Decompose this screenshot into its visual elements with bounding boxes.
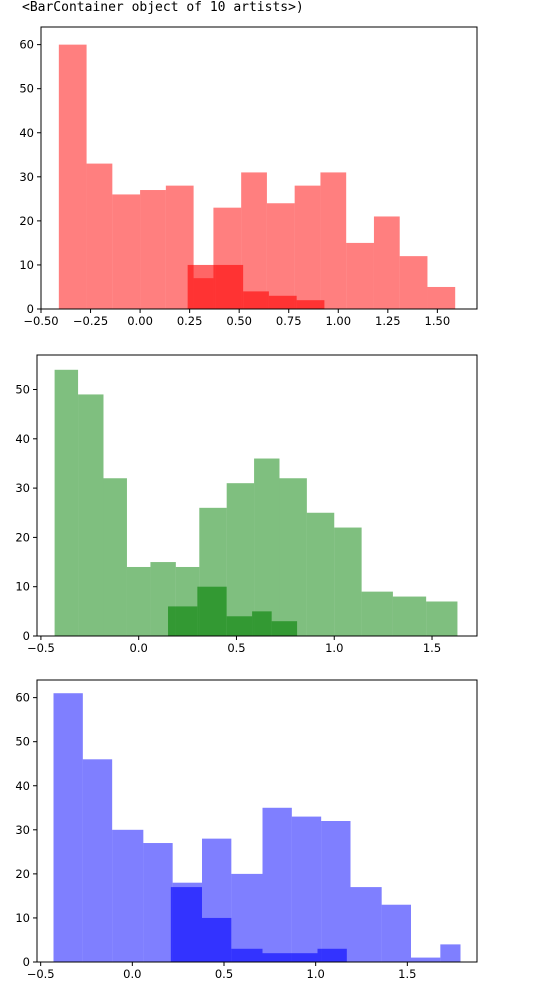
x-tick-label: 1.5 [423,641,441,655]
bar-p1-s1-9 [266,203,295,309]
bar-p2-s2-2 [197,586,227,636]
bar-p2-s2-5 [271,621,298,636]
bar-p2-s1-3 [103,478,127,636]
bar-p1-s2-4 [268,295,297,309]
x-tick-label: −0.50 [23,314,58,328]
x-tick-label: 0.75 [276,314,302,328]
cell-output-text: <BarContainer object of 10 artists>) [22,0,304,15]
bar-p2-s1-11 [306,512,335,636]
bar-p2-s2-4 [252,611,272,636]
x-tick-label: 0.25 [177,314,203,328]
y-tick-label: 30 [15,823,30,837]
bar-p1-s1-13 [373,216,400,309]
bar-p3-s1-13 [411,957,441,962]
x-tick-label: 1.0 [325,641,343,655]
bar-p1-s1-4 [140,190,166,309]
bar-p3-s2-2 [202,917,232,962]
axes-frame-3 [36,679,478,963]
x-tick-label: 0.5 [227,641,245,655]
x-tick-label: 1.50 [425,314,451,328]
bar-p3-s1-9 [291,816,322,962]
x-tick-label: −0.5 [27,641,55,655]
y-tick-label: 40 [19,126,34,140]
y-tick-label: 0 [23,955,30,969]
x-tick-label: 0.0 [123,967,141,981]
y-tick-label: 50 [19,82,34,96]
bar-p1-s1-12 [346,242,374,309]
y-tick-label: 20 [15,530,30,544]
y-tick-label: 0 [27,302,34,316]
x-tick-label: 1.25 [375,314,401,328]
x-tick-label: 0.50 [226,314,252,328]
bar-p3-s2-5 [317,948,347,962]
x-tick-label: 0.00 [127,314,153,328]
bar-p3-s1-12 [381,904,411,962]
x-tick-label: −0.25 [73,314,108,328]
bar-p3-s1-10 [321,821,351,962]
bar-p2-s1-10 [279,478,307,636]
y-tick-label: 50 [15,735,30,749]
bar-p1-s1-14 [399,256,428,310]
bar-p3-s1-14 [440,944,461,963]
bar-p3-s1-7 [231,873,263,963]
y-tick-label: 40 [15,432,30,446]
bar-p2-s1-15 [426,601,458,636]
y-tick-label: 60 [19,38,34,52]
bar-p1-s2-2 [215,264,244,309]
axes-frame-1 [40,26,478,310]
y-tick-label: 50 [15,383,30,397]
x-tick-label: −0.5 [27,967,55,981]
bar-p2-s1-8 [226,483,255,636]
bar-p2-s1-2 [78,394,104,636]
axes-frame-2 [36,354,478,637]
x-tick-label: 1.00 [325,314,351,328]
bar-p2-s1-13 [361,591,393,636]
x-tick-label: 1.5 [398,967,416,981]
y-tick-label: 10 [15,911,30,925]
bar-p2-s1-4 [126,566,151,636]
bar-p3-s2-4 [262,953,318,962]
y-tick-label: 30 [19,170,34,184]
y-tick-label: 60 [15,691,30,705]
y-tick-label: 20 [15,867,30,881]
bar-p3-s1-11 [350,887,382,962]
bar-p3-s2-3 [231,948,263,962]
bar-p1-s1-15 [427,286,456,309]
bar-p1-s2-1 [187,264,216,309]
bar-p3-s1-3 [112,829,144,962]
y-tick-label: 20 [19,214,34,228]
bar-p3-s1-1 [53,693,83,962]
y-tick-label: 10 [15,580,30,594]
bar-p2-s1-14 [392,596,427,636]
bar-p1-s1-8 [241,172,267,309]
bar-p2-s1-9 [254,458,280,636]
bar-p2-s2-3 [226,616,253,636]
bar-p1-s1-11 [320,172,347,309]
bar-p3-s1-8 [262,807,292,962]
bar-p1-s1-2 [86,163,113,309]
y-tick-label: 40 [15,779,30,793]
bar-p3-s2-1 [170,887,202,962]
bar-p1-s1-10 [294,185,321,310]
x-tick-label: 0.0 [130,641,148,655]
y-tick-label: 0 [23,629,30,643]
y-tick-label: 30 [15,481,30,495]
bar-p2-s2-1 [168,606,198,636]
bar-p1-s1-1 [58,44,87,310]
bar-p1-s1-3 [112,194,141,309]
bar-p3-s1-4 [143,843,173,962]
bar-p3-s1-2 [82,759,113,962]
x-tick-label: 0.5 [215,967,233,981]
y-tick-label: 10 [19,258,34,272]
histogram-panel-1: −0.50 −0.25 0.00 0.25 0.50 0.75 1.00 1.25 1.50 0 1… [19,26,478,328]
bar-p1-s2-3 [243,291,269,310]
x-tick-label: 1.0 [307,967,325,981]
histogram-panel-3: −0.5 0.0 0.5 1.0 1.5 0 10 20 30 40 50 60 [15,679,478,981]
bar-p2-s1-12 [334,527,362,636]
histogram-panel-2: −0.5 0.0 0.5 1.0 1.5 0 10 20 30 40 50 [15,354,478,655]
bar-p1-s2-5 [296,300,325,309]
bar-p2-s1-1 [54,369,79,636]
